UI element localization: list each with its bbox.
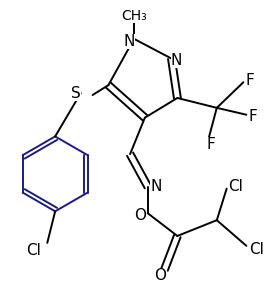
Text: O: O [134,208,146,223]
Text: Cl: Cl [26,243,41,258]
Text: F: F [207,137,215,152]
Text: Cl: Cl [249,242,264,257]
Text: N: N [171,53,182,68]
Text: N: N [150,179,161,194]
Text: S: S [71,86,81,101]
Text: Cl: Cl [228,179,243,194]
Text: F: F [249,109,258,124]
Text: CH₃: CH₃ [121,9,147,23]
Text: F: F [246,73,255,88]
Text: N: N [123,34,135,49]
Text: O: O [155,268,167,283]
